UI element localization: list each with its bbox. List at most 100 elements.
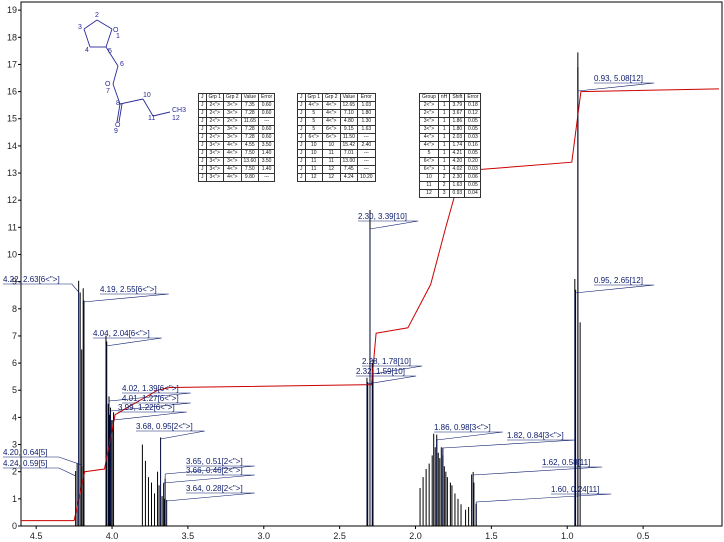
peak-label: 1.86, 0.98[3<">] [434, 423, 491, 432]
table-cell: J [297, 125, 306, 134]
table-cell: 12 [419, 189, 439, 198]
table-cell: J [297, 165, 306, 174]
table-cell: --- [258, 173, 276, 182]
table-cell: J [198, 117, 207, 126]
atom-number: 1 [116, 33, 120, 40]
table-cell: 1 [437, 157, 451, 166]
table-row: J 10 10 15.42 2.40 [297, 141, 376, 150]
table-cell: 0.06 [464, 173, 482, 182]
table-cell: 1.80 [357, 109, 376, 118]
bond [112, 65, 119, 85]
table-row: J 3<"> 4<"> 9.80 --- [198, 173, 276, 182]
table-cell: 2<"> [419, 101, 439, 110]
shift-table: Group nH Shift Error 2<"> 1 3.79 0.18 2<"> 1 3.67 0… [419, 93, 482, 198]
table-cell: 11 [322, 149, 341, 158]
peak-label: 1.60, 0.24[11] [551, 485, 599, 494]
table-cell: 3.79 [449, 101, 466, 110]
table-cell: --- [357, 157, 376, 166]
peak-label: 4.22, 2.63[6<">] [3, 275, 60, 284]
peak-label-leader [3, 467, 76, 524]
table-cell: 3<"> [223, 125, 242, 134]
peak-label: 0.95, 2.65[12] [594, 276, 643, 285]
peak-label-leader [472, 466, 603, 524]
table-cell: 3<"> [223, 109, 242, 118]
y-tick-label: 17 [7, 59, 17, 69]
table-row: J 11 11 13.00 --- [297, 157, 376, 166]
table-row: 3<"> 1 1.86 0.05 [419, 117, 482, 126]
peak-label: 1.82, 0.84[3<">] [507, 431, 564, 440]
table-cell: 7.50 [240, 149, 260, 158]
y-tick-label: 12 [7, 195, 17, 205]
peak-label-leader [93, 337, 162, 524]
y-tick-label: 8 [12, 304, 17, 314]
bond [119, 98, 144, 105]
table-cell: 2.40 [357, 141, 376, 150]
table-cell: 0.93 [449, 189, 466, 198]
peak-label-leader [3, 283, 79, 524]
table-cell: 3<"> [205, 149, 225, 158]
peak-label-leader [110, 402, 191, 524]
table-cell: 1 [437, 109, 451, 118]
table-cell: 2 [437, 173, 451, 182]
table-cell: 3<"> [205, 141, 225, 150]
table-cell: 0.03 [464, 165, 482, 174]
table-header: Value [339, 93, 359, 102]
table-cell: 11 [322, 157, 341, 166]
table-cell: 0.03 [464, 133, 482, 142]
peak-label-leader [442, 439, 576, 524]
bond [105, 28, 113, 48]
table-cell: 0.05 [464, 117, 482, 126]
table-cell: 3<"> [223, 133, 242, 142]
atom-number: 11 [148, 115, 155, 122]
table-row: 3<"> 1 1.80 0.05 [419, 125, 482, 134]
peak-label: 4.20, 0.64[5] [3, 448, 47, 457]
table-cell: 7.28 [240, 133, 260, 142]
y-tick-label: 1 [12, 494, 17, 504]
table-cell: 3<"> [205, 157, 225, 166]
table-cell: 0.60 [258, 101, 276, 110]
table-cell: --- [357, 133, 376, 142]
table-header: Grp 1 [205, 93, 225, 102]
atom-number: 4 [85, 47, 89, 54]
peak-label-leader [574, 284, 655, 524]
table-cell: 3<"> [419, 117, 439, 126]
table-cell: J [198, 165, 207, 174]
peak-label: 1.62, 0.58[11] [542, 458, 590, 467]
table-cell: 3<"> [223, 157, 242, 166]
table-cell: J [198, 149, 207, 158]
table-cell: 13.60 [240, 157, 260, 166]
table-cell: 5 [419, 149, 439, 158]
table-row: J 10 11 7.01 --- [297, 149, 376, 158]
table-cell: 1 [437, 101, 451, 110]
table-cell: 10 [419, 173, 439, 182]
table-cell: 0.12 [464, 109, 482, 118]
peak-labels: 4.24, 0.59[5] 4.22, 2.63[6<">] 4.20, 0.64[… [3, 74, 655, 524]
table-cell: 10 [304, 141, 324, 150]
table-cell: J [198, 173, 207, 182]
peak-label-leader [358, 220, 419, 524]
table-row: J 5 4<"> 7.10 1.80 [297, 109, 376, 118]
peak-label: 4.04, 2.04[6<">] [93, 329, 150, 338]
table-cell: 6<"> [419, 157, 439, 166]
table-row: J 11 12 7.45 --- [297, 165, 376, 174]
table-cell: 4<"> [223, 141, 242, 150]
table-row: J 3<"> 4<"> 7.50 1.40 [198, 149, 276, 158]
table-cell: 2<"> [205, 117, 225, 126]
peak-label: 2.28, 1.78[10] [362, 357, 411, 366]
peak-label-leader [475, 493, 612, 524]
table-row: J 5 6<"> 9.15 1.63 [297, 125, 376, 134]
peak-label-leader [108, 392, 191, 524]
atom-oxygen: O [113, 27, 119, 34]
table-cell: 15.42 [339, 141, 359, 150]
x-tick-label: 2.0 [409, 531, 422, 541]
table-cell: 1.03 [357, 101, 376, 110]
table-cell: 0.18 [464, 101, 482, 110]
table-cell: 12 [322, 165, 341, 174]
table-cell: 2<"> [223, 117, 242, 126]
table-row: J 12 12 4.24 10.20 [297, 173, 376, 182]
table-cell: 12.65 [339, 101, 359, 110]
table-cell: J [198, 125, 207, 134]
y-tick-label: 18 [7, 32, 17, 42]
y-tick-label: 16 [7, 87, 17, 97]
table-cell: 1 [437, 141, 451, 150]
